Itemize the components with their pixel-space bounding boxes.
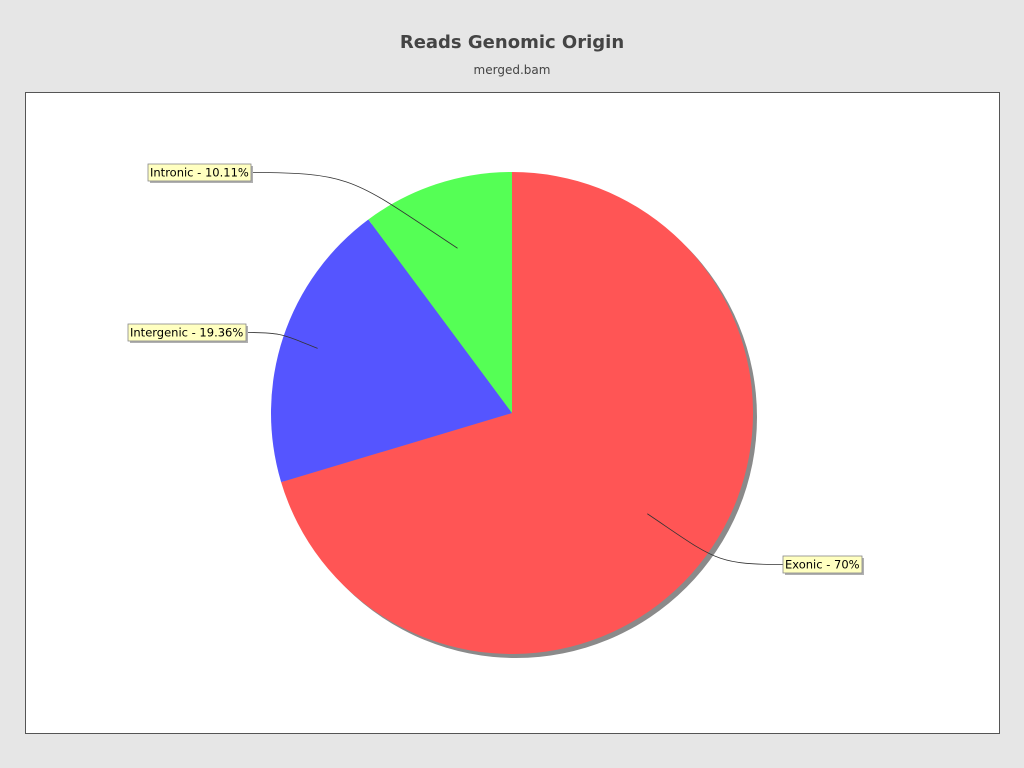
slice-label-exonic: Exonic - 70%	[785, 558, 860, 572]
chart-subtitle: merged.bam	[473, 63, 551, 77]
leader-line-intronic	[250, 172, 458, 249]
slice-label-intergenic: Intergenic - 19.36%	[130, 326, 243, 340]
pie-slice-exonic	[281, 172, 754, 654]
pie-slice-intergenic	[271, 219, 512, 483]
leader-line-exonic	[647, 513, 784, 565]
slice-label-box-intergenic	[127, 323, 247, 342]
slice-label-intronic: Intronic - 10.11%	[150, 166, 249, 180]
pie-slice-intronic	[368, 172, 512, 413]
chart-title: Reads Genomic Origin	[399, 32, 625, 53]
slice-label-box-exonic	[782, 555, 863, 574]
leader-line-intergenic	[245, 332, 318, 349]
slice-label-box-intronic	[147, 163, 252, 182]
